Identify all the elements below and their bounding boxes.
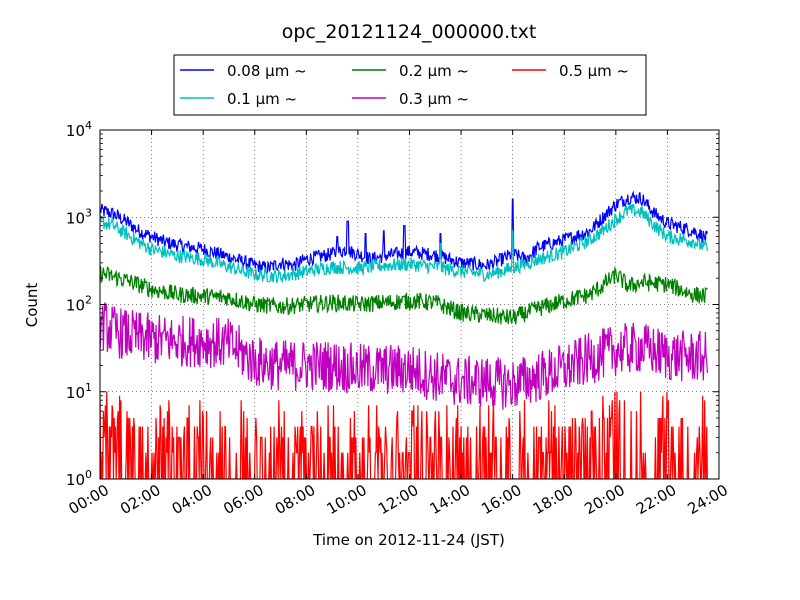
x-tick-label: 24:00 [685, 481, 731, 518]
x-tick-label: 04:00 [169, 481, 215, 518]
series-line-4 [100, 302, 708, 410]
x-tick-label: 20:00 [581, 481, 627, 518]
chart-title: opc_20121124_000000.txt [282, 21, 537, 43]
series-line-2 [100, 204, 708, 284]
legend-box [173, 54, 647, 116]
y-tick-label: 102 [66, 294, 92, 315]
y-tick-label: 104 [66, 119, 92, 140]
x-tick-label: 18:00 [530, 481, 576, 518]
legend-label: 0.08 μm ~ [227, 62, 307, 80]
legend-label: 0.5 μm ~ [559, 62, 629, 80]
y-axis: 100 101 102 103 104 [66, 119, 719, 489]
y-tick-label: 103 [66, 206, 92, 227]
x-tick-label: 12:00 [375, 481, 421, 518]
series-line-3 [100, 265, 708, 325]
x-tick-label: 06:00 [220, 481, 266, 518]
x-axis-label: Time on 2012-11-24 (JST) [312, 531, 505, 549]
series-line-5 [100, 391, 708, 479]
y-tick-label: 100 [66, 468, 92, 489]
legend-label: 0.3 μm ~ [399, 90, 469, 108]
plot-area: 00:00 02:00 04:00 06:00 08:00 10:00 12:00 14:00… [66, 119, 731, 518]
series-group [100, 190, 708, 479]
series-line-1 [100, 190, 708, 275]
x-tick-label: 08:00 [272, 481, 318, 518]
x-tick-label: 22:00 [633, 481, 679, 518]
y-axis-label: Count [23, 283, 41, 328]
x-tick-label: 16:00 [478, 481, 524, 518]
legend-label: 0.2 μm ~ [399, 62, 469, 80]
x-tick-label: 02:00 [117, 481, 163, 518]
x-tick-label: 14:00 [427, 481, 473, 518]
legend: 0.08 μm ~ 0.1 μm ~ 0.2 μm ~ 0.3 μm ~ 0.5 μm … [173, 54, 647, 116]
legend-label: 0.1 μm ~ [227, 90, 297, 108]
y-tick-label: 101 [66, 381, 92, 402]
x-tick-label: 10:00 [323, 481, 369, 518]
